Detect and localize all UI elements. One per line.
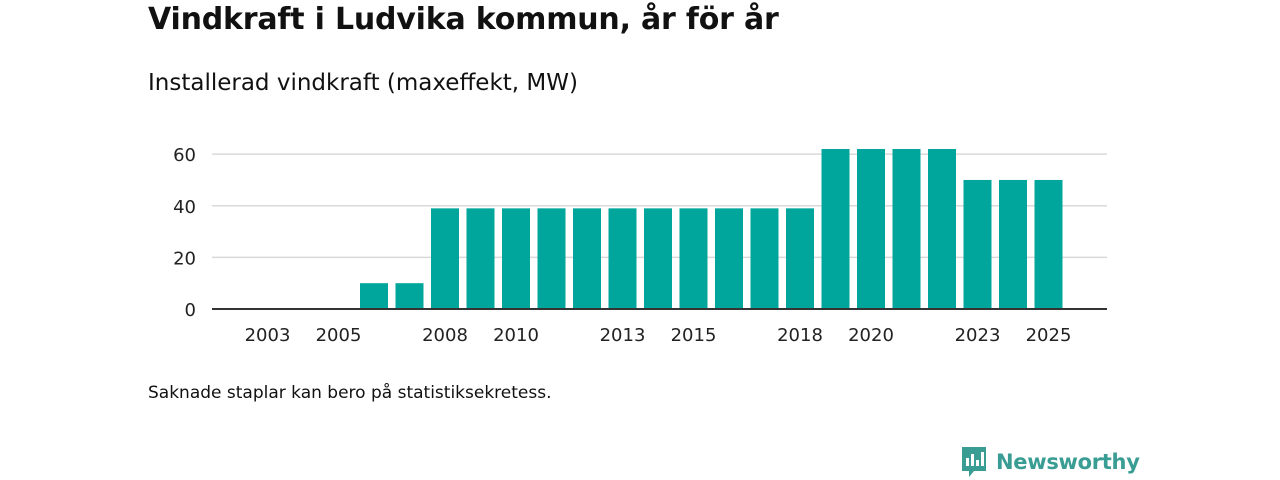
y-tick-label: 0 xyxy=(185,300,196,321)
bar-2019 xyxy=(821,149,850,309)
chart-title: Vindkraft i Ludvika kommun, år för år xyxy=(148,2,779,37)
x-tick-label: 2025 xyxy=(1026,325,1072,346)
x-tick-label: 2020 xyxy=(848,325,894,346)
brand-logo: Newsworthy xyxy=(960,444,1140,480)
bar-2014 xyxy=(644,208,672,309)
y-tick-label: 40 xyxy=(173,197,196,218)
bar-2010 xyxy=(502,208,530,309)
bar-2016 xyxy=(715,208,743,309)
brand-name: Newsworthy xyxy=(996,450,1140,474)
bar-2022 xyxy=(928,149,956,309)
x-tick-label: 2018 xyxy=(777,325,823,346)
chart-subtitle: Installerad vindkraft (maxeffekt, MW) xyxy=(148,70,578,96)
bar-2006 xyxy=(360,283,388,309)
x-tick-label: 2023 xyxy=(955,325,1001,346)
bar-2020 xyxy=(857,149,885,309)
x-tick-label: 2005 xyxy=(316,325,362,346)
bar-2013 xyxy=(608,208,637,309)
bar-2011 xyxy=(537,208,566,309)
x-tick-label: 2003 xyxy=(245,325,291,346)
newsworthy-logo-icon xyxy=(962,447,986,477)
bar-2025 xyxy=(1034,179,1063,309)
x-tick-label: 2008 xyxy=(422,325,468,346)
y-tick-label: 20 xyxy=(173,248,196,269)
bar-2023 xyxy=(963,179,992,309)
bar-2018 xyxy=(786,208,814,309)
y-tick-label: 60 xyxy=(173,145,196,166)
x-tick-label: 2013 xyxy=(600,325,646,346)
bar-2008 xyxy=(431,208,459,309)
bar-2009 xyxy=(466,208,495,309)
x-tick-label: 2010 xyxy=(493,325,539,346)
footnote: Saknade staplar kan bero på statistiksek… xyxy=(148,383,552,403)
bar-2012 xyxy=(573,208,601,309)
bar-2015 xyxy=(679,208,708,309)
bar-2017 xyxy=(750,208,779,309)
bar-2007 xyxy=(395,283,424,309)
bar-2021 xyxy=(892,149,921,309)
x-tick-label: 2015 xyxy=(671,325,717,346)
bar-2024 xyxy=(999,179,1027,309)
